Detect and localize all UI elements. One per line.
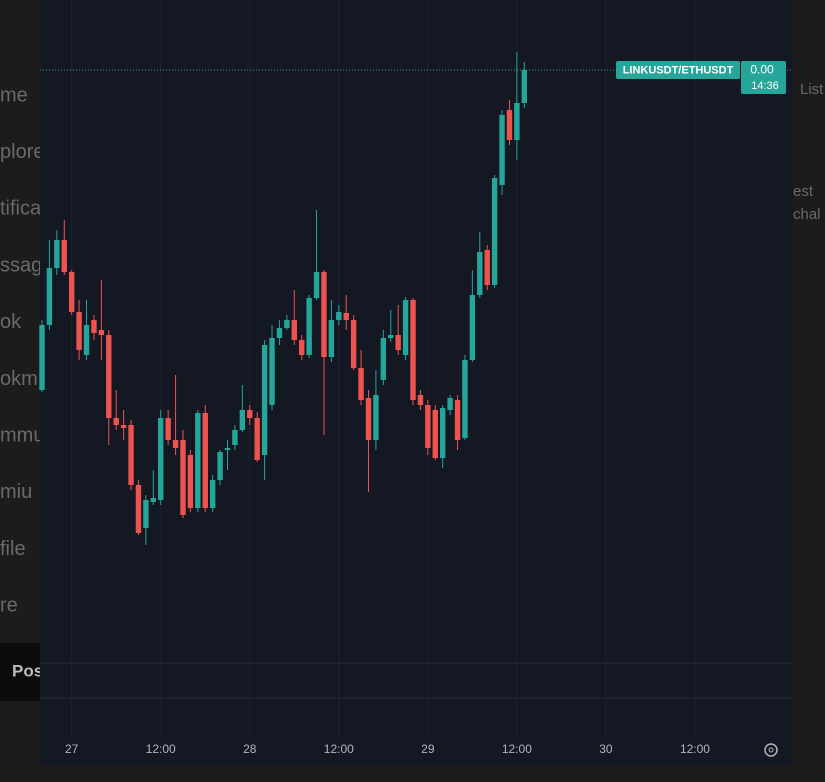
candle-body: [187, 455, 194, 508]
candle-body: [254, 418, 260, 460]
candle-body: [284, 320, 290, 328]
candle-body: [313, 272, 320, 298]
sidebar-item: me: [0, 84, 28, 106]
candle-body: [106, 335, 112, 418]
candle-body: [432, 410, 438, 458]
sidebar-item: miu: [0, 481, 32, 503]
candle-body: [224, 448, 231, 450]
candle-body: [350, 320, 357, 368]
candle-body: [506, 110, 513, 140]
x-tick-label: 12:00: [324, 742, 354, 756]
candle-body: [499, 115, 505, 185]
right-item: List: [800, 81, 824, 98]
candle-body: [380, 338, 387, 380]
candle-body: [158, 418, 164, 500]
candle-body: [217, 452, 223, 480]
sidebar: me plore tifica ssag ok okm mmu miu file re List es…: [0, 81, 824, 617]
candle-body: [291, 320, 297, 340]
candle-body: [454, 400, 461, 440]
sidebar-item: re: [0, 595, 18, 617]
candle-body: [336, 312, 342, 320]
candle-body: [276, 328, 283, 338]
candle-body: [61, 240, 67, 272]
candle-body: [410, 300, 416, 400]
candle-body: [439, 408, 446, 458]
candle-body: [150, 498, 157, 502]
candle-body: [232, 430, 238, 445]
candle-body: [113, 418, 119, 425]
candle-body: [120, 425, 127, 428]
candle-body: [269, 338, 275, 405]
candle-body: [321, 272, 327, 357]
candle-body: [358, 368, 364, 400]
sidebar-item: file: [0, 538, 26, 560]
candle-body: [395, 335, 401, 350]
candle-body: [328, 320, 335, 357]
candle-body: [491, 178, 498, 285]
time-axis: [40, 737, 793, 765]
x-tick-label: 12:00: [680, 742, 710, 756]
candle-body: [39, 325, 45, 390]
x-tick-label: 12:00: [502, 742, 532, 756]
x-tick-label: 27: [65, 742, 79, 756]
candle-body: [261, 345, 268, 455]
candle-body: [417, 395, 424, 405]
candle-body: [343, 313, 349, 320]
candle-body: [484, 250, 490, 285]
x-tick-label: 29: [421, 742, 435, 756]
candle-body: [209, 480, 216, 508]
candle-body: [462, 360, 468, 438]
candle-body: [135, 485, 142, 533]
post-button[interactable]: Pos: [12, 661, 43, 680]
candle-body: [447, 398, 453, 410]
sidebar-item: mmu: [0, 424, 44, 446]
right-item: est: [793, 183, 814, 200]
candle-body: [477, 252, 483, 295]
candle-body: [373, 395, 379, 440]
candle-body: [46, 268, 53, 325]
x-tick-label: 28: [243, 742, 257, 756]
candle-body: [172, 440, 179, 448]
candle-body: [247, 410, 253, 418]
candle-body: [402, 300, 409, 355]
candle-body: [98, 330, 105, 335]
sidebar-item: okm: [0, 368, 38, 390]
candle-body: [365, 398, 372, 440]
candle-body: [306, 298, 312, 355]
candle-body: [165, 418, 171, 440]
sidebar-item: tifica: [0, 198, 42, 220]
symbol-label: LINKUSDT/ETHUSDT: [623, 64, 734, 76]
candle-body: [91, 320, 97, 333]
candle-body: [425, 405, 431, 448]
candle-body: [239, 410, 246, 430]
sidebar-item: plore: [0, 141, 44, 163]
price-label-bg: [741, 61, 786, 94]
settings-icon[interactable]: [764, 743, 778, 757]
candle-body: [202, 413, 208, 508]
candle-body: [54, 240, 60, 268]
candle-body: [128, 425, 134, 485]
candle-body: [469, 295, 476, 360]
chart-panel: [40, 0, 793, 765]
candle-body: [388, 335, 394, 338]
candle-body: [83, 325, 90, 355]
sidebar-item: ok: [0, 311, 22, 333]
x-tick-label: 12:00: [146, 742, 176, 756]
candle-body: [299, 340, 305, 355]
candle-body: [180, 440, 186, 515]
candle-body: [143, 500, 149, 528]
sidebar-item: ssag: [0, 254, 42, 276]
candle-body: [76, 312, 82, 350]
last-price-label: 0.00: [750, 63, 774, 77]
candle-body: [521, 70, 528, 103]
candle-body: [68, 272, 75, 312]
right-item: chal: [793, 206, 821, 223]
countdown: 14:36: [751, 80, 779, 92]
candle-body: [195, 413, 201, 508]
x-tick-label: 30: [599, 742, 613, 756]
symbol-label-bg: [616, 61, 740, 79]
candle-body: [514, 103, 520, 140]
